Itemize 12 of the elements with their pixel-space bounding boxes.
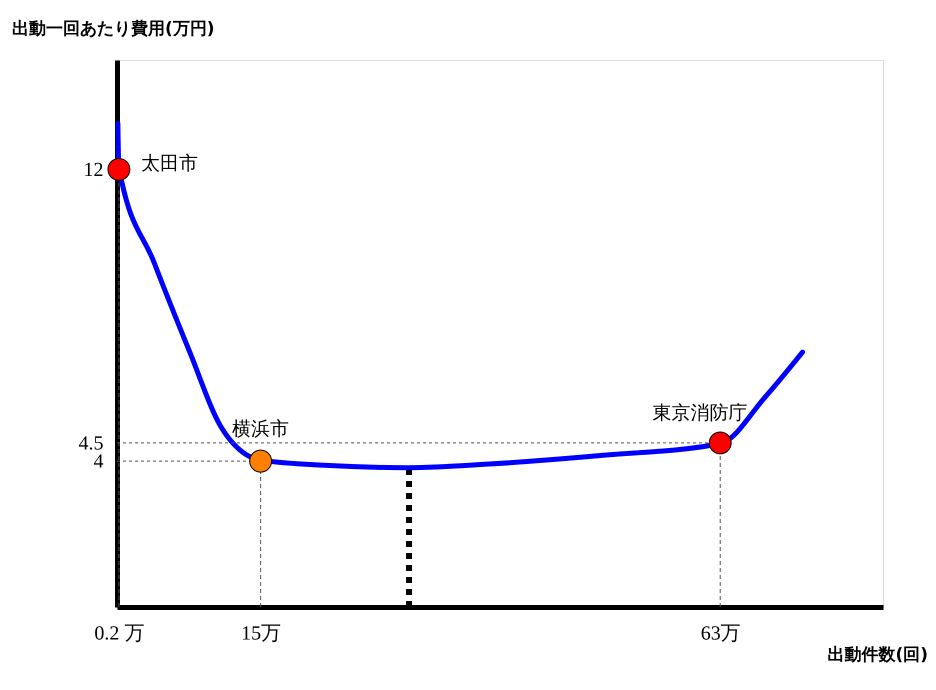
x-tick-label: 15万 xyxy=(241,622,282,644)
x-tick-label: 0.2 万 xyxy=(94,622,144,644)
y-tick-label: 12 xyxy=(84,158,104,181)
point xyxy=(107,158,130,181)
y-axis-title: 出動一回あたり費用(万円) xyxy=(12,19,215,39)
annotation: 東京消防庁 xyxy=(652,402,748,424)
point xyxy=(708,431,732,454)
point xyxy=(249,450,272,473)
x-tick-label: 63万 xyxy=(700,622,741,644)
annotation: 横浜市 xyxy=(232,418,290,440)
x-axis-title: 出動件数(回) xyxy=(827,645,928,665)
annotation: 太田市 xyxy=(140,152,198,174)
